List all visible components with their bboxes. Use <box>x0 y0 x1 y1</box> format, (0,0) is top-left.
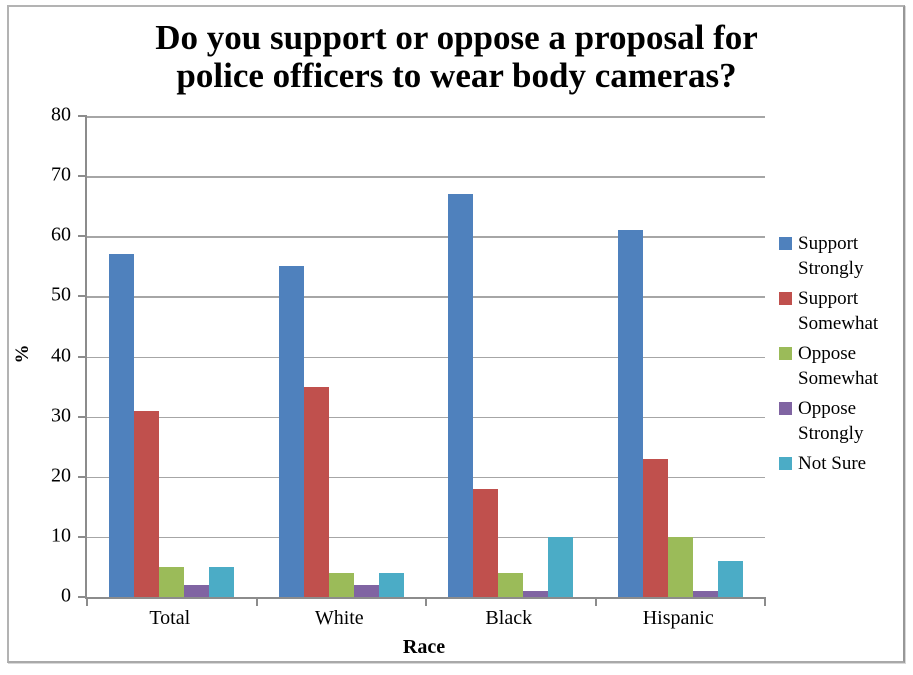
gridline-30 <box>87 416 765 419</box>
bar-oppose-somewhat-white <box>328 572 354 597</box>
y-tick-label: 70 <box>51 163 71 186</box>
x-category-labels: Total White Black Hispanic <box>85 607 763 630</box>
bar-support-somewhat-black <box>473 488 499 597</box>
y-tick-label: 30 <box>51 403 71 426</box>
bar-group-white <box>257 116 427 597</box>
y-tick-mark <box>78 475 87 478</box>
legend-label: Support Somewhat <box>798 288 879 334</box>
legend-item-not-sure: Not Sure <box>779 451 911 476</box>
legend-label: Oppose Strongly <box>798 398 864 444</box>
x-tick-mark <box>764 597 766 606</box>
legend-label: Oppose Somewhat <box>798 343 879 389</box>
plot-area: 80 70 60 50 40 30 20 10 0 <box>51 103 766 606</box>
y-tick-mark <box>78 355 87 358</box>
gridline-40 <box>87 356 765 358</box>
bar-group-black <box>426 116 596 597</box>
bar-oppose-somewhat-hispanic <box>667 536 693 597</box>
legend-item-support-strongly: Support Strongly <box>779 231 911 281</box>
y-tick-label: 80 <box>51 103 71 126</box>
bar-groups <box>87 116 765 597</box>
bar-group-hispanic <box>596 116 766 597</box>
y-tick-mark <box>78 295 87 298</box>
bar-support-somewhat-white <box>303 386 329 597</box>
gridline-50 <box>87 296 765 298</box>
gridline-60 <box>87 236 765 238</box>
bar-support-somewhat-hispanic <box>642 458 668 597</box>
y-tick-mark <box>78 415 87 418</box>
gridline-20 <box>87 476 765 479</box>
bar-not-sure-white <box>378 572 404 597</box>
bar-oppose-somewhat-total <box>159 566 185 597</box>
y-tick-label: 20 <box>51 464 71 487</box>
y-tick-label: 50 <box>51 283 71 306</box>
y-tick-mark <box>78 596 87 598</box>
y-tick-mark <box>78 175 87 178</box>
bar-oppose-strongly-total <box>184 584 210 597</box>
bar-support-strongly-hispanic <box>617 230 643 597</box>
bar-oppose-somewhat-black <box>498 572 524 597</box>
bar-not-sure-black <box>548 536 574 597</box>
legend-swatch-icon <box>779 237 792 250</box>
y-tick-label: 40 <box>51 343 71 366</box>
x-category-label-hispanic: Hispanic <box>642 607 714 629</box>
bar-support-strongly-total <box>109 254 135 597</box>
x-tick-mark <box>86 597 88 606</box>
chart-title: Do you support or oppose a proposal for … <box>155 18 758 96</box>
y-tick-label: 60 <box>51 223 71 246</box>
legend-swatch-icon <box>779 292 792 305</box>
x-axis-title: Race <box>402 636 446 658</box>
y-tick-mark <box>78 115 87 117</box>
legend-swatch-icon <box>779 347 792 360</box>
x-category-label-white: White <box>314 607 364 629</box>
bar-group-total <box>87 116 257 597</box>
bar-support-strongly-white <box>278 266 304 597</box>
bar-support-somewhat-total <box>134 410 160 597</box>
x-tick-mark <box>255 597 258 606</box>
legend: Support Strongly Support Somewhat Oppose S… <box>779 231 911 481</box>
y-tick-mark <box>78 235 87 238</box>
bar-oppose-strongly-hispanic <box>692 591 718 597</box>
bar-oppose-strongly-white <box>353 584 379 597</box>
gridline-70 <box>87 176 765 178</box>
y-tick-label: 10 <box>51 524 71 547</box>
chart-frame-border <box>7 5 905 663</box>
x-category-label-total: Total <box>149 607 191 629</box>
bar-support-strongly-black <box>448 194 474 597</box>
gridline-80 <box>87 116 765 118</box>
x-category-label-black: Black <box>485 607 533 629</box>
bar-oppose-strongly-black <box>523 591 549 597</box>
legend-label: Not Sure <box>798 453 867 474</box>
legend-swatch-icon <box>779 457 792 470</box>
legend-label: Support Strongly <box>798 233 864 279</box>
legend-item-oppose-somewhat: Oppose Somewhat <box>779 341 911 391</box>
legend-item-support-somewhat: Support Somewhat <box>779 286 911 336</box>
gridline-10 <box>87 536 765 539</box>
bar-not-sure-total <box>209 566 235 597</box>
x-tick-mark <box>594 597 597 606</box>
bar-not-sure-hispanic <box>717 560 743 597</box>
legend-swatch-icon <box>779 402 792 415</box>
x-tick-mark <box>425 597 427 606</box>
y-tick-mark <box>78 535 87 538</box>
legend-item-oppose-strongly: Oppose Strongly <box>779 396 911 446</box>
y-tick-label: 0 <box>61 584 71 607</box>
